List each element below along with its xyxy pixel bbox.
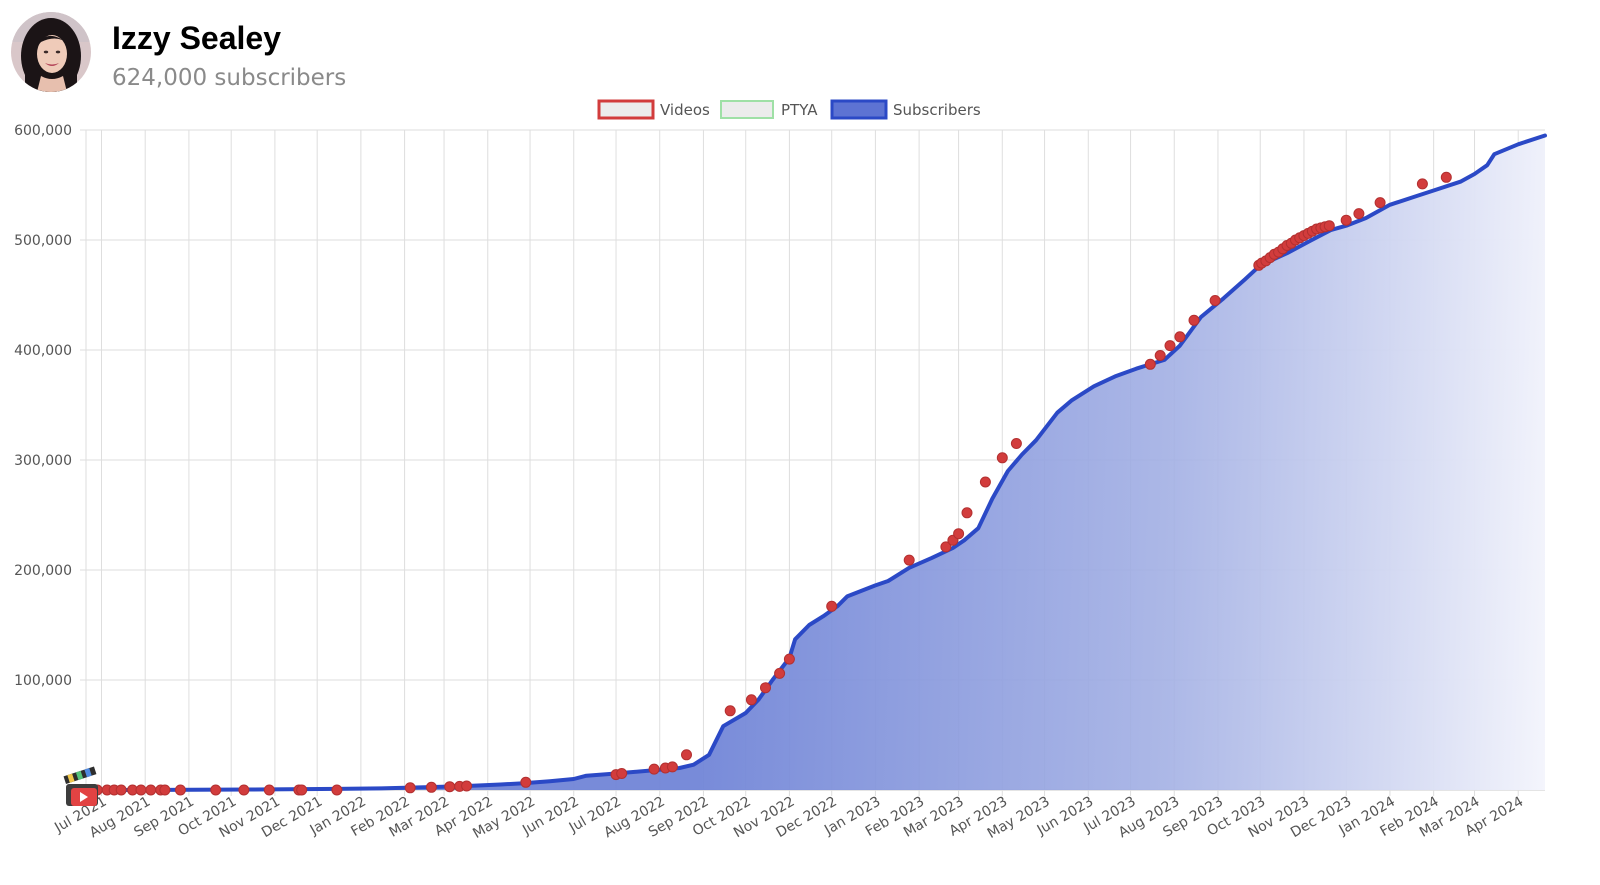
legend-label-videos: Videos: [660, 101, 710, 119]
channel-name: Izzy Sealey: [112, 20, 281, 56]
video-marker[interactable]: [145, 784, 157, 796]
video-marker[interactable]: [174, 784, 186, 796]
video-marker[interactable]: [979, 476, 991, 488]
video-marker[interactable]: [903, 554, 915, 566]
video-marker[interactable]: [1323, 220, 1335, 232]
legend-label-subscribers: Subscribers: [893, 101, 981, 119]
video-marker[interactable]: [263, 784, 275, 796]
video-marker[interactable]: [760, 682, 771, 694]
video-markers: [87, 171, 1452, 796]
subscribers-area: [84, 133, 1547, 792]
video-marker[interactable]: [648, 763, 660, 775]
video-marker[interactable]: [1144, 358, 1156, 370]
video-marker[interactable]: [783, 653, 795, 665]
video-marker[interactable]: [115, 784, 127, 796]
clapperboard-icon: [63, 766, 98, 806]
video-marker[interactable]: [681, 749, 692, 761]
video-marker[interactable]: [520, 776, 532, 788]
video-marker[interactable]: [238, 784, 250, 796]
video-marker[interactable]: [666, 761, 678, 773]
video-marker[interactable]: [953, 528, 965, 540]
video-marker[interactable]: [616, 768, 628, 779]
legend-item-videos[interactable]: Videos: [597, 99, 710, 120]
subscribers-line: [84, 133, 1547, 792]
video-marker[interactable]: [444, 781, 456, 793]
video-marker[interactable]: [1209, 295, 1221, 306]
y-tick-label: 400,000: [14, 343, 72, 359]
video-marker[interactable]: [1010, 438, 1022, 449]
video-marker[interactable]: [1154, 350, 1166, 361]
y-tick-label: 600,000: [14, 123, 72, 139]
legend-swatch-videos: [597, 99, 655, 120]
video-marker[interactable]: [1174, 331, 1186, 343]
video-marker[interactable]: [1164, 340, 1176, 352]
y-tick-label: 200,000: [14, 563, 72, 579]
video-marker[interactable]: [996, 452, 1008, 464]
legend-item-subscribers[interactable]: Subscribers: [830, 99, 981, 120]
legend-swatch-ptya: [720, 100, 774, 119]
video-marker[interactable]: [745, 694, 757, 706]
video-marker[interactable]: [774, 667, 786, 679]
video-marker[interactable]: [135, 784, 147, 796]
video-marker[interactable]: [940, 541, 952, 553]
video-marker[interactable]: [826, 600, 838, 612]
chart-legend: Videos PTYA Subscribers: [597, 99, 981, 120]
video-marker[interactable]: [461, 780, 473, 792]
video-marker[interactable]: [159, 784, 171, 796]
subscriber-count: 624,000 subscribers: [112, 65, 347, 91]
video-marker[interactable]: [1416, 178, 1428, 190]
subscribers-area-fill: [86, 135, 1545, 790]
legend-label-ptya: PTYA: [781, 101, 818, 119]
video-marker[interactable]: [210, 784, 222, 796]
legend-item-ptya[interactable]: PTYA: [720, 100, 818, 119]
video-marker[interactable]: [1374, 197, 1386, 209]
y-tick-label: 100,000: [14, 673, 72, 689]
y-tick-label: 500,000: [14, 233, 72, 249]
video-marker[interactable]: [425, 781, 437, 793]
video-marker[interactable]: [1440, 171, 1452, 183]
video-marker[interactable]: [404, 782, 416, 794]
video-marker[interactable]: [1340, 214, 1352, 226]
y-axis-ticks: 100,000 200,000 300,000 400,000 500,000 600,0…: [14, 123, 72, 689]
video-marker[interactable]: [331, 784, 343, 796]
legend-swatch-subscribers: [830, 99, 888, 120]
video-marker[interactable]: [1353, 208, 1365, 220]
video-marker[interactable]: [724, 705, 736, 717]
video-marker[interactable]: [296, 784, 308, 796]
video-marker[interactable]: [961, 507, 973, 519]
y-tick-label: 300,000: [14, 453, 72, 469]
video-marker[interactable]: [1188, 314, 1200, 326]
